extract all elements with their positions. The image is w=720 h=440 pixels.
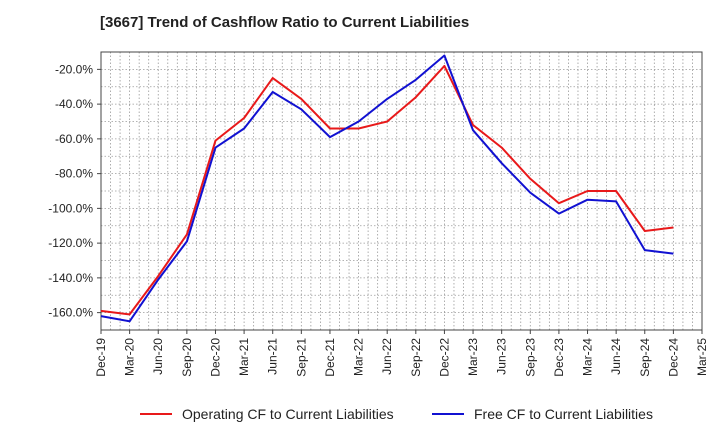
x-tick-label: Dec-20 xyxy=(208,338,222,377)
x-tick-label: Jun-22 xyxy=(380,338,394,375)
axis-layer: -20.0% -40.0% -60.0% -80.0% -100.0% -120.0% -1… xyxy=(48,51,709,377)
y-tick-label: -80.0% xyxy=(55,167,93,181)
x-tick-label: Mar-22 xyxy=(352,338,366,376)
x-tick-label: Jun-24 xyxy=(609,338,623,375)
plot-border xyxy=(100,51,703,331)
x-tick-label: Sep-22 xyxy=(409,338,423,377)
series-line-1 xyxy=(100,64,674,316)
x-tick-label: Sep-23 xyxy=(523,338,537,377)
y-tick-label: -20.0% xyxy=(55,62,93,76)
legend-label-2: Free CF to Current Liabilities xyxy=(474,406,653,422)
x-tick-label: Jun-21 xyxy=(266,338,280,375)
chart-title: [3667] Trend of Cashflow Ratio to Curren… xyxy=(100,14,470,31)
x-tick-label: Dec-22 xyxy=(437,338,451,377)
x-tick-label: Dec-24 xyxy=(666,338,680,377)
series-line-2 xyxy=(100,54,674,323)
x-tick-label: Mar-20 xyxy=(123,338,137,376)
x-tick-label: Mar-21 xyxy=(237,338,251,376)
x-tick-label: Mar-25 xyxy=(695,338,709,376)
x-tick-label: Sep-24 xyxy=(638,338,652,377)
y-tick-label: -140.0% xyxy=(48,271,93,285)
y-tick-label: -120.0% xyxy=(48,236,93,250)
x-tick-label: Sep-20 xyxy=(180,338,194,377)
x-tick-label: Sep-21 xyxy=(294,338,308,377)
y-tick-label: -40.0% xyxy=(55,97,93,111)
x-tick-label: Mar-23 xyxy=(466,338,480,376)
x-tick-label: Dec-21 xyxy=(323,338,337,377)
y-tick-label: -60.0% xyxy=(55,132,93,146)
y-tick-label: -100.0% xyxy=(48,201,93,215)
series-layer xyxy=(100,54,674,323)
x-tick-label: Dec-19 xyxy=(94,338,108,377)
x-tick-label: Mar-24 xyxy=(581,338,595,376)
x-tick-label: Dec-23 xyxy=(552,338,566,377)
x-tick-label: Jun-20 xyxy=(151,338,165,375)
y-tick-label: -160.0% xyxy=(48,306,93,320)
legend-layer: Operating CF to Current Liabilities Free … xyxy=(140,406,653,422)
legend-label-1: Operating CF to Current Liabilities xyxy=(182,406,394,422)
x-tick-label: Jun-23 xyxy=(495,338,509,375)
